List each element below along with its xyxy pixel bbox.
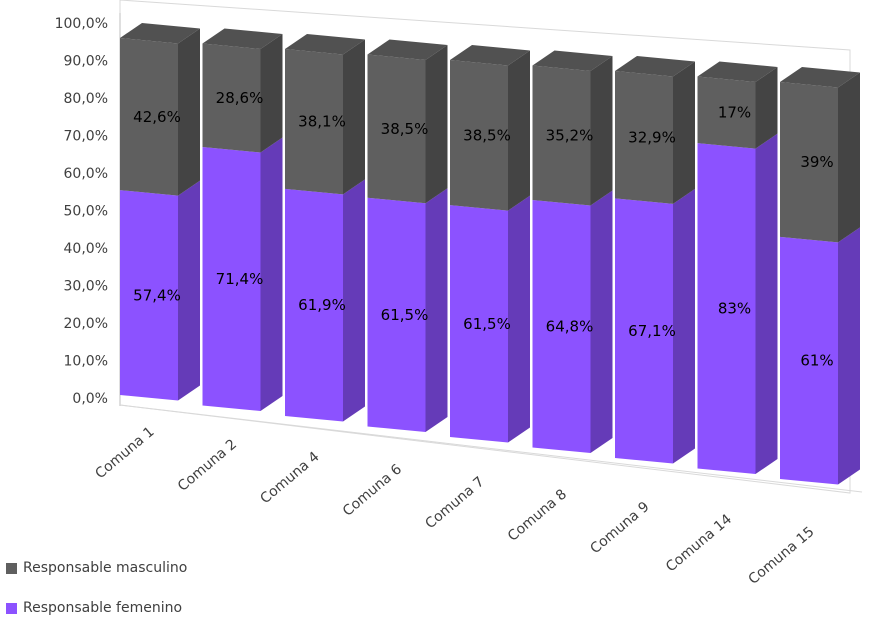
data-label-masculino: 35,2%	[546, 126, 594, 144]
data-label-masculino: 39%	[800, 153, 833, 171]
bar-top	[367, 39, 448, 61]
legend-swatch-femenino	[6, 602, 17, 614]
bar-femenino	[367, 197, 426, 433]
bar-masculino	[697, 76, 756, 149]
data-label-masculino: 38,5%	[381, 120, 429, 138]
bar-masculino	[532, 65, 591, 206]
data-label-masculino: 17%	[718, 104, 751, 122]
data-label-masculino: 42,6%	[133, 108, 181, 126]
data-label-femenino: 64,8%	[546, 317, 594, 335]
data-label-femenino: 83%	[718, 300, 751, 318]
category-label: Comuna 4	[257, 449, 322, 507]
bar-top	[120, 23, 200, 44]
legend-label-masculino: Responsable masculino	[23, 560, 188, 576]
y-tick-label: 80,0%	[64, 91, 108, 107]
category-label: Comuna 9	[587, 499, 652, 557]
category-label: Comuna 2	[175, 436, 240, 494]
bar-side-masculino	[673, 61, 695, 204]
data-label-femenino: 61,5%	[381, 306, 429, 324]
bar-side-masculino	[755, 67, 778, 149]
bar-masculino	[780, 82, 838, 243]
data-label-femenino: 61,9%	[298, 296, 346, 314]
bar-side-masculino	[178, 28, 200, 196]
bar-top	[285, 34, 365, 55]
bar-femenino	[202, 147, 261, 412]
y-tick-label: 70,0%	[64, 129, 108, 145]
y-tick-label: 20,0%	[64, 316, 108, 332]
bar-side-femenino	[343, 179, 365, 422]
y-tick-label: 100,0%	[55, 16, 108, 32]
legend-swatch-masculino	[6, 562, 17, 574]
bar-masculino	[120, 38, 178, 196]
bar-top	[450, 45, 530, 66]
bar-femenino	[285, 188, 343, 422]
data-label-femenino: 67,1%	[628, 322, 676, 340]
y-tick-label: 50,0%	[64, 204, 108, 220]
data-label-femenino: 57,4%	[133, 286, 181, 304]
bar-side-masculino	[425, 45, 448, 204]
bar-top	[697, 61, 778, 83]
bar-side-masculino	[343, 39, 365, 195]
data-label-masculino: 32,9%	[628, 128, 676, 146]
floor-line	[119, 404, 863, 493]
bar-masculino	[615, 71, 673, 204]
data-label-masculino: 38,5%	[463, 126, 511, 144]
bar-side-masculino	[508, 50, 530, 211]
bar-masculino	[450, 60, 508, 211]
bar-femenino	[532, 199, 591, 454]
bar-side-femenino	[590, 190, 613, 454]
y-tick-label: 60,0%	[64, 166, 108, 182]
y-tick-label: 30,0%	[64, 279, 108, 295]
bar-femenino	[120, 190, 178, 401]
legend-label-femenino: Responsable femenino	[23, 600, 183, 616]
bar-side-femenino	[260, 137, 283, 412]
bar-masculino	[367, 54, 426, 204]
bar-top	[202, 28, 283, 50]
data-label-masculino: 38,1%	[298, 113, 346, 131]
bar-masculino	[285, 49, 343, 195]
y-tick-label: 90,0%	[64, 54, 108, 70]
bar-top	[780, 67, 860, 88]
category-label: Comuna 8	[505, 486, 570, 544]
data-label-femenino: 61,5%	[463, 315, 511, 333]
bar-side-masculino	[260, 34, 283, 153]
data-label-femenino: 71,4%	[216, 270, 264, 288]
data-label-masculino: 28,6%	[216, 89, 264, 107]
bar-top	[532, 50, 613, 72]
bar-top	[615, 56, 695, 77]
legend-item-masculino: Responsable masculino	[6, 560, 187, 576]
y-tick-label: 10,0%	[64, 354, 108, 370]
bar-masculino	[202, 43, 261, 153]
bar-femenino	[697, 143, 756, 475]
category-label: Comuna 6	[340, 461, 405, 519]
bars: 57,4% 42,6% 71,4% 28,6% 61,9% 38,1% 61,5% 38,5%…	[120, 23, 860, 485]
category-label: Comuna 15	[746, 524, 818, 588]
bar-side-femenino	[508, 195, 530, 443]
y-axis: 0,0% 10,0% 20,0% 30,0% 40,0% 50,0% 60,0% 70,0% 8…	[55, 13, 121, 407]
bar-femenino	[450, 205, 508, 443]
category-label: Comuna 14	[663, 511, 735, 575]
bar-femenino	[615, 198, 673, 464]
y-tick-label: 0,0%	[72, 391, 108, 407]
bar-side-femenino	[755, 133, 778, 475]
bar-side-femenino	[178, 180, 200, 401]
category-label: Comuna 1	[92, 424, 157, 482]
bar-side-masculino	[590, 56, 613, 206]
bar-side-femenino	[425, 188, 448, 433]
y-tick-label: 40,0%	[64, 241, 108, 257]
bar-femenino	[780, 236, 838, 485]
bar-side-masculino	[838, 72, 860, 243]
legend-item-femenino: Responsable femenino	[6, 600, 182, 616]
bar-side-femenino	[673, 188, 695, 464]
data-label-femenino: 61%	[800, 352, 833, 370]
category-label: Comuna 7	[422, 474, 487, 532]
bar-side-femenino	[838, 227, 860, 485]
